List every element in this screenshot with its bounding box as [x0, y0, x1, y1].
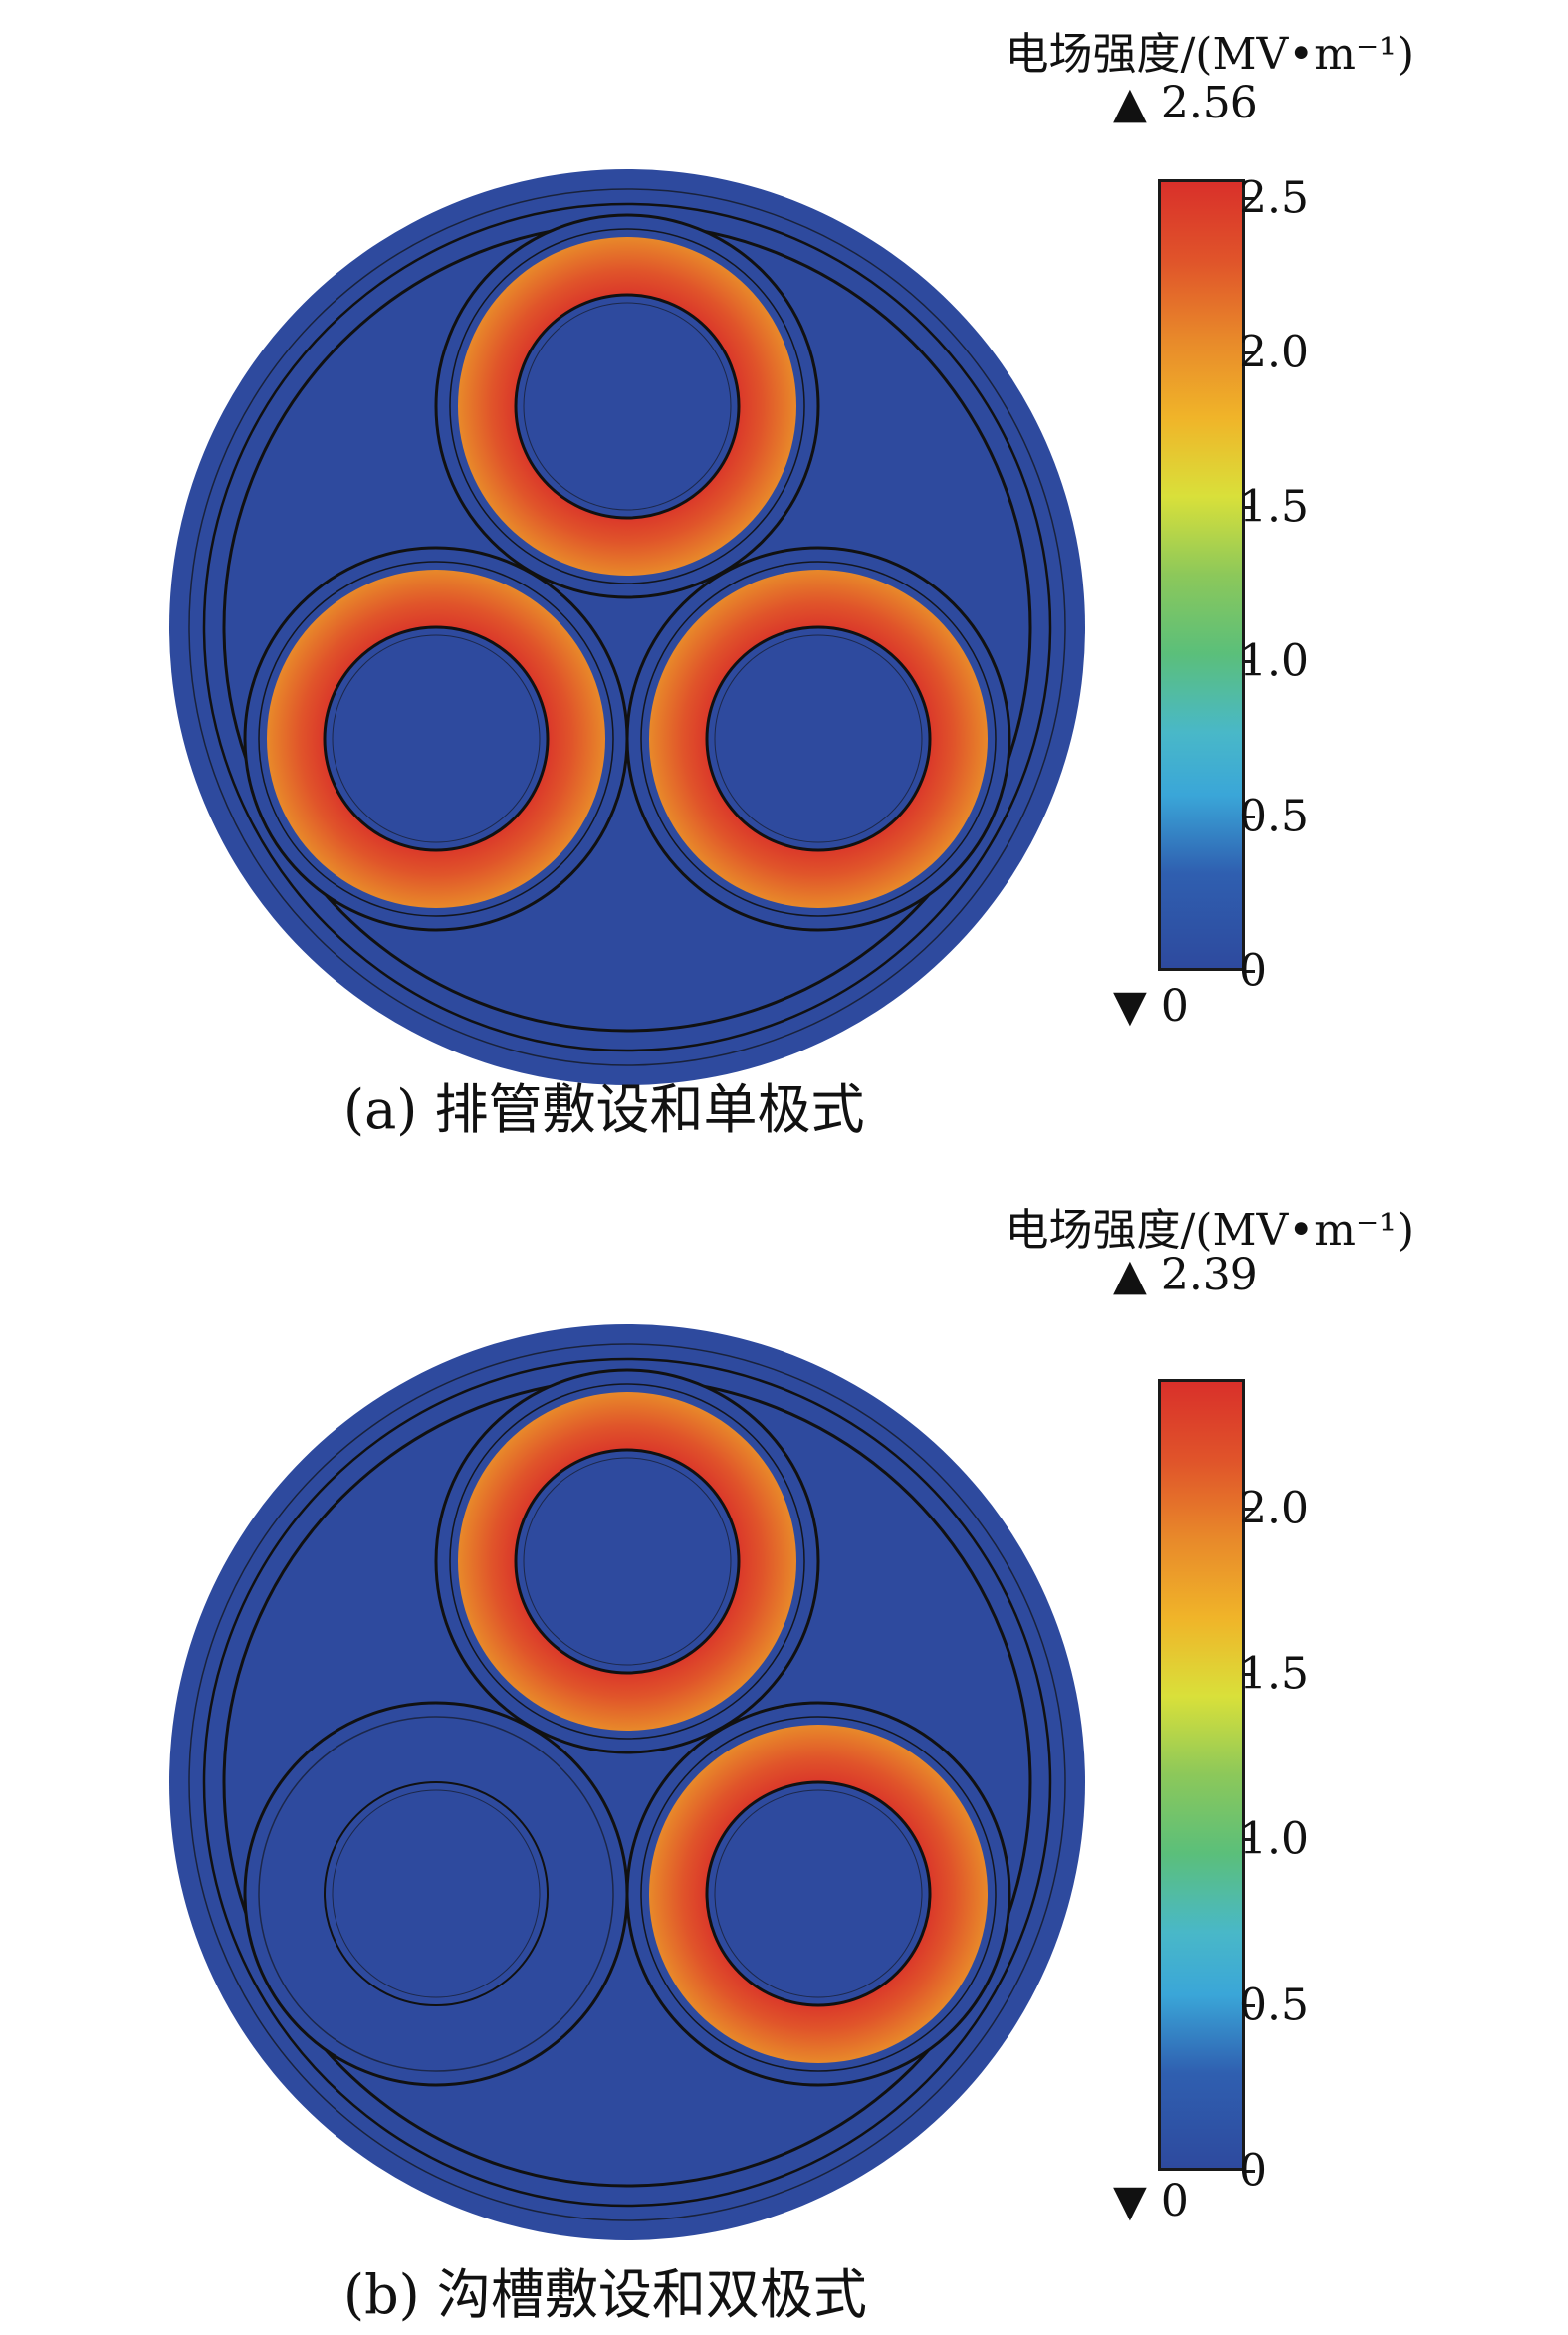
sheath-line — [202, 202, 1052, 1052]
colorbar-tick-label: 1.0 — [1239, 1813, 1309, 1865]
colorbar — [1158, 1379, 1245, 2171]
colorbar-tick-label: 0.5 — [1239, 791, 1309, 842]
core-screen — [258, 561, 614, 917]
panel-a: 电场强度/(MV•m⁻¹) ▲ 2.56 0 0.5 1.0 1.5 2.0 2.5 ▼ … — [0, 0, 1568, 1155]
core-screen — [640, 561, 997, 917]
colorbar-min-marker: ▼ 0 — [1113, 2176, 1189, 2226]
sheath-line — [188, 188, 1066, 1066]
colorbar-max-marker: ▲ 2.56 — [1113, 78, 1258, 128]
colorbar-tick — [1243, 1673, 1255, 1677]
colorbar-tick-label: 2.5 — [1239, 172, 1309, 224]
colorbar — [1158, 179, 1245, 971]
colorbar-tick — [1243, 660, 1255, 664]
colorbar-min-marker: ▼ 0 — [1113, 981, 1189, 1032]
conductor-screen — [714, 1789, 923, 1998]
colorbar-tick — [1243, 506, 1255, 510]
conductor — [514, 293, 741, 520]
conductor — [324, 1781, 549, 2006]
colorbar-tick — [1243, 1838, 1255, 1842]
colorbar-tick — [1243, 970, 1255, 973]
colorbar-max-marker: ▲ 2.39 — [1113, 1250, 1258, 1300]
panel-caption: (a) 排管敷设和单极式 — [343, 1078, 865, 1141]
colorbar-title: 电场强度/(MV•m⁻¹) — [1005, 29, 1414, 80]
cable-cross-section-b — [169, 1324, 1085, 2240]
colorbar-tick-label: 2.0 — [1239, 327, 1309, 378]
conductor-screen — [332, 634, 541, 843]
conductor-screen — [523, 302, 732, 511]
core-screen — [258, 1716, 614, 2072]
conductor — [323, 625, 550, 852]
colorbar-tick — [1243, 196, 1255, 200]
colorbar-tick-label: 1.5 — [1239, 481, 1309, 533]
colorbar-tick — [1243, 815, 1255, 818]
conductor — [705, 625, 932, 852]
sheath-line — [202, 1357, 1052, 2208]
core-screen — [640, 1716, 997, 2072]
panel-caption: (b) 沟槽敷设和双极式 — [343, 2263, 867, 2326]
colorbar-tick — [1243, 2003, 1255, 2007]
colorbar-tick-label: 1.5 — [1239, 1648, 1309, 1700]
colorbar-tick-label: 0 — [1239, 945, 1267, 997]
colorbar-tick — [1243, 1507, 1255, 1511]
conductor-screen — [714, 634, 923, 843]
panel-b: 电场强度/(MV•m⁻¹) ▲ 2.39 0 0.5 1.0 1.5 2.0 ▼ 0 (… — [0, 1180, 1568, 2335]
cable-cross-section-a — [169, 169, 1085, 1085]
conductor-screen — [332, 1789, 541, 1998]
conductor — [514, 1448, 741, 1675]
colorbar-tick-label: 0.5 — [1239, 1980, 1309, 2031]
colorbar-tick-label: 2.0 — [1239, 1483, 1309, 1534]
colorbar-tick-label: 1.0 — [1239, 635, 1309, 687]
colorbar-title: 电场强度/(MV•m⁻¹) — [1005, 1205, 1414, 1256]
colorbar-tick — [1243, 350, 1255, 354]
colorbar-tick-label: 0 — [1239, 2145, 1267, 2197]
core-screen — [449, 1383, 805, 1740]
sheath-line — [188, 1343, 1066, 2221]
colorbar-tick — [1243, 2170, 1255, 2173]
conductor — [705, 1780, 932, 2007]
core-screen — [449, 228, 805, 584]
conductor-screen — [523, 1457, 732, 1666]
